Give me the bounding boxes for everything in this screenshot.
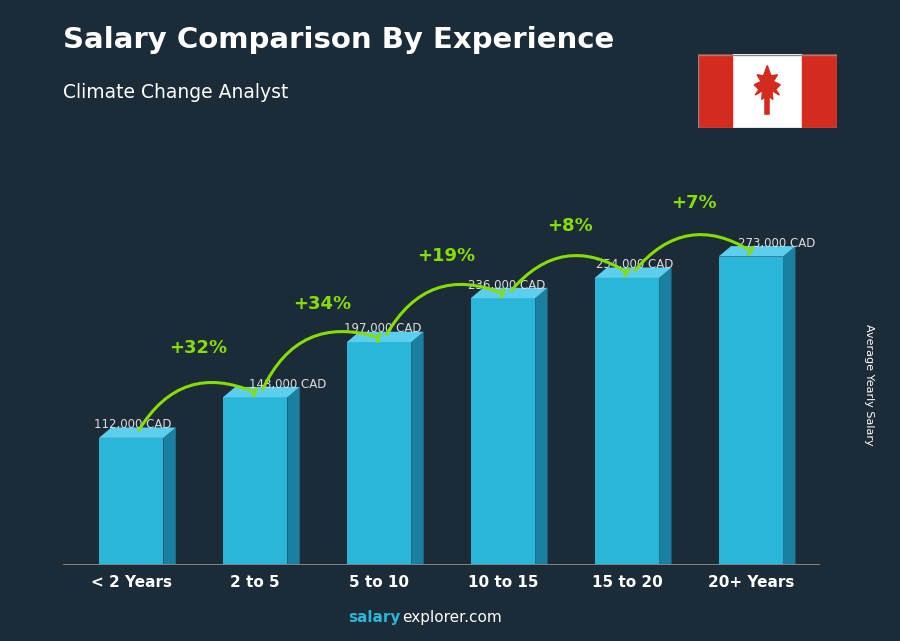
Polygon shape [346,332,424,342]
Polygon shape [595,267,671,278]
Polygon shape [164,428,176,564]
Polygon shape [659,267,671,564]
Text: +7%: +7% [671,194,716,212]
Polygon shape [783,246,796,564]
Text: 254,000 CAD: 254,000 CAD [596,258,673,271]
Text: 273,000 CAD: 273,000 CAD [738,237,815,250]
Text: salary: salary [348,610,400,625]
Text: +8%: +8% [547,217,593,235]
Text: explorer.com: explorer.com [402,610,502,625]
Polygon shape [471,288,547,298]
Text: Salary Comparison By Experience: Salary Comparison By Experience [63,26,614,54]
Polygon shape [718,246,796,256]
Bar [718,256,783,564]
Text: 236,000 CAD: 236,000 CAD [468,278,545,292]
Text: +32%: +32% [169,340,227,358]
Bar [99,438,164,564]
Text: 112,000 CAD: 112,000 CAD [94,418,172,431]
Text: 148,000 CAD: 148,000 CAD [249,378,327,390]
Bar [802,54,837,128]
Bar [595,278,659,564]
Bar [471,298,536,564]
Polygon shape [287,387,300,564]
Polygon shape [99,428,176,438]
Bar [223,397,287,564]
Polygon shape [536,288,547,564]
Bar [698,54,733,128]
Text: Average Yearly Salary: Average Yearly Salary [863,324,874,445]
Polygon shape [223,387,300,397]
Polygon shape [411,332,424,564]
Text: 197,000 CAD: 197,000 CAD [345,322,422,335]
Bar [346,342,411,564]
Text: Climate Change Analyst: Climate Change Analyst [63,83,288,103]
Polygon shape [754,65,780,99]
Text: +34%: +34% [293,295,351,313]
Text: +19%: +19% [417,247,475,265]
